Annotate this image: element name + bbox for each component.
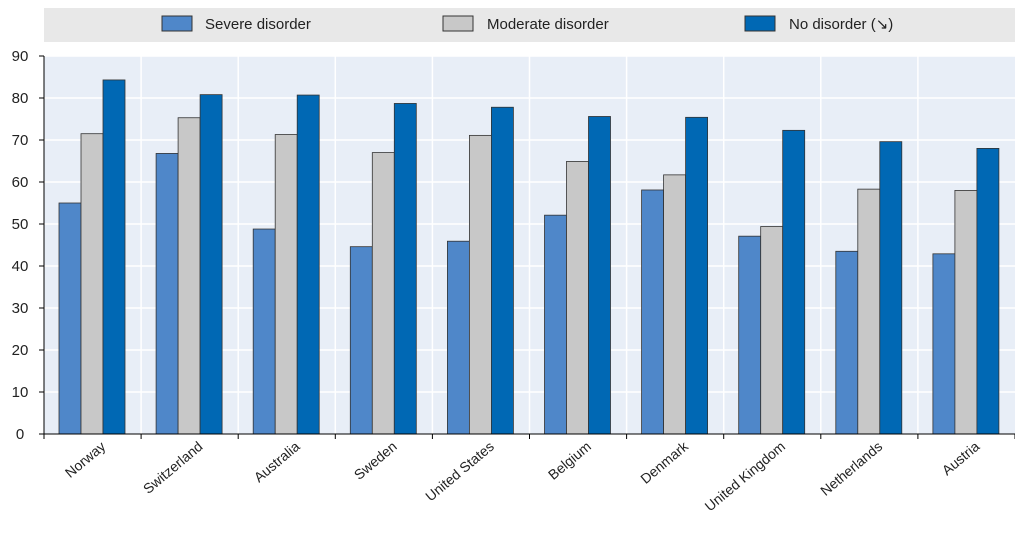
bar [296,94,320,435]
bar [393,103,417,435]
bar [879,141,903,435]
bar [663,174,686,435]
bar [80,133,104,435]
bar [641,189,664,435]
x-tick-label: Austria [939,438,983,478]
y-tick-label: 50 [12,216,29,233]
y-tick-label: 20 [12,342,29,359]
legend-swatch-moderate [442,15,474,32]
legend-label-moderate: Moderate disorder [487,16,609,33]
y-tick-label: 10 [12,384,29,401]
x-tick-label: Netherlands [817,438,885,499]
bars [58,79,1000,435]
x-tick-label: United States [422,438,497,504]
bar [760,226,784,435]
bar [544,214,567,435]
bar [58,202,82,435]
legend-background [44,8,1015,42]
y-tick-label: 70 [12,132,29,149]
bar [199,94,223,435]
x-tick-labels: Norway Switzerland Australia Sweden United S… [62,437,983,514]
bar [932,253,956,435]
legend-label-severe: Severe disorder [205,16,311,33]
bar [588,116,611,435]
y-tick-label: 0 [16,426,24,443]
y-tick-labels: 0 10 20 30 40 50 60 70 80 90 [12,48,29,443]
bar [274,134,298,435]
legend-swatch-no-disorder [744,15,776,32]
bar [490,106,514,435]
x-tick-label: Sweden [351,438,400,483]
bar [954,189,978,435]
bar [446,240,470,435]
x-tick-label: Norway [62,438,109,481]
y-tick-label: 30 [12,300,29,317]
legend: Severe disorder Moderate disorder No dis… [161,15,893,33]
legend-label-no-disorder: No disorder (↘) [789,16,893,33]
bar [685,116,708,435]
bar [177,117,201,435]
bar [468,134,492,435]
bar [155,153,179,435]
y-tick-label: 40 [12,258,29,275]
y-tick-label: 90 [12,48,29,65]
bar [252,228,276,435]
x-tick-label: Switzerland [140,438,206,497]
axes [39,55,1015,439]
y-tick-label: 80 [12,90,29,107]
y-tick-label: 60 [12,174,29,191]
bar [782,129,806,435]
x-tick-label: Belgium [545,438,594,483]
x-tick-label: Australia [251,438,303,485]
bar [857,188,881,435]
bar [371,152,395,435]
legend-swatch-severe [161,15,193,32]
bar [349,246,373,435]
x-tick-label: Denmark [637,437,692,486]
bar [976,147,1000,435]
bar [738,235,762,435]
bar [566,161,589,435]
x-tick-label: United Kingdom [702,438,789,514]
bar [835,250,859,435]
bar [102,79,126,435]
